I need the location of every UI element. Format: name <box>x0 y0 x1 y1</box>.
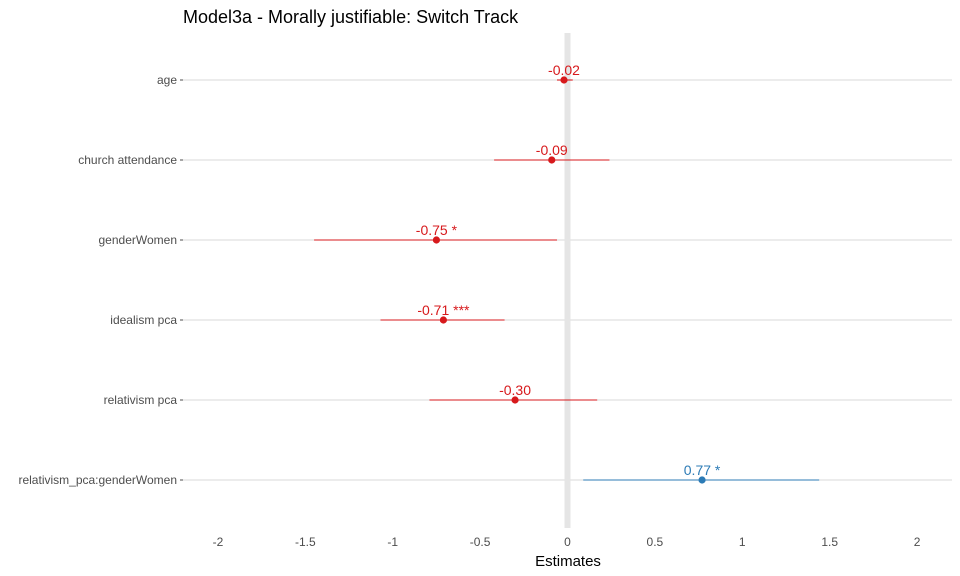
estimate-point <box>439 316 448 324</box>
chart-title: Model3a - Morally justifiable: Switch Tr… <box>183 7 519 27</box>
zero-reference-line <box>564 33 571 528</box>
value-label: -0.75 * <box>416 222 458 238</box>
x-tick-label: -0.5 <box>470 535 491 549</box>
y-tick-label: idealism pca <box>110 313 177 327</box>
x-tick-label: 0.5 <box>647 535 664 549</box>
value-label: -0.02 <box>548 62 580 78</box>
y-tick-label: relativism pca <box>104 393 178 407</box>
estimate-point <box>432 236 441 244</box>
estimate-point <box>511 396 519 404</box>
y-axis: age church attendance genderWomen idealism … <box>18 73 183 487</box>
y-tick-label: age <box>157 73 177 87</box>
x-tick-label: -2 <box>213 535 224 549</box>
estimate-point <box>548 156 556 164</box>
x-tick-label: 0 <box>564 535 571 549</box>
estimate-point <box>698 476 706 484</box>
value-label: 0.77 * <box>684 462 721 478</box>
estimate-point <box>560 76 568 84</box>
x-axis: -2 -1.5 -1 -0.5 0 0.5 1 1.5 2 <box>213 535 921 549</box>
x-tick-label: 1.5 <box>821 535 838 549</box>
y-tick-label: genderWomen <box>99 233 178 247</box>
x-tick-label: 1 <box>739 535 746 549</box>
y-tick-label: church attendance <box>78 153 177 167</box>
x-tick-label: -1 <box>387 535 398 549</box>
x-tick-label: -1.5 <box>295 535 316 549</box>
value-label: -0.30 <box>499 382 531 398</box>
value-label: -0.71 *** <box>417 302 470 318</box>
y-tick-label: relativism_pca:genderWomen <box>18 473 177 487</box>
estimates: -0.02 -0.09 -0.75 * -0.71 *** -0.30 0.77 * <box>314 62 820 484</box>
value-label: -0.09 <box>536 142 568 158</box>
x-axis-title: Estimates <box>535 553 601 570</box>
x-tick-label: 2 <box>914 535 921 549</box>
